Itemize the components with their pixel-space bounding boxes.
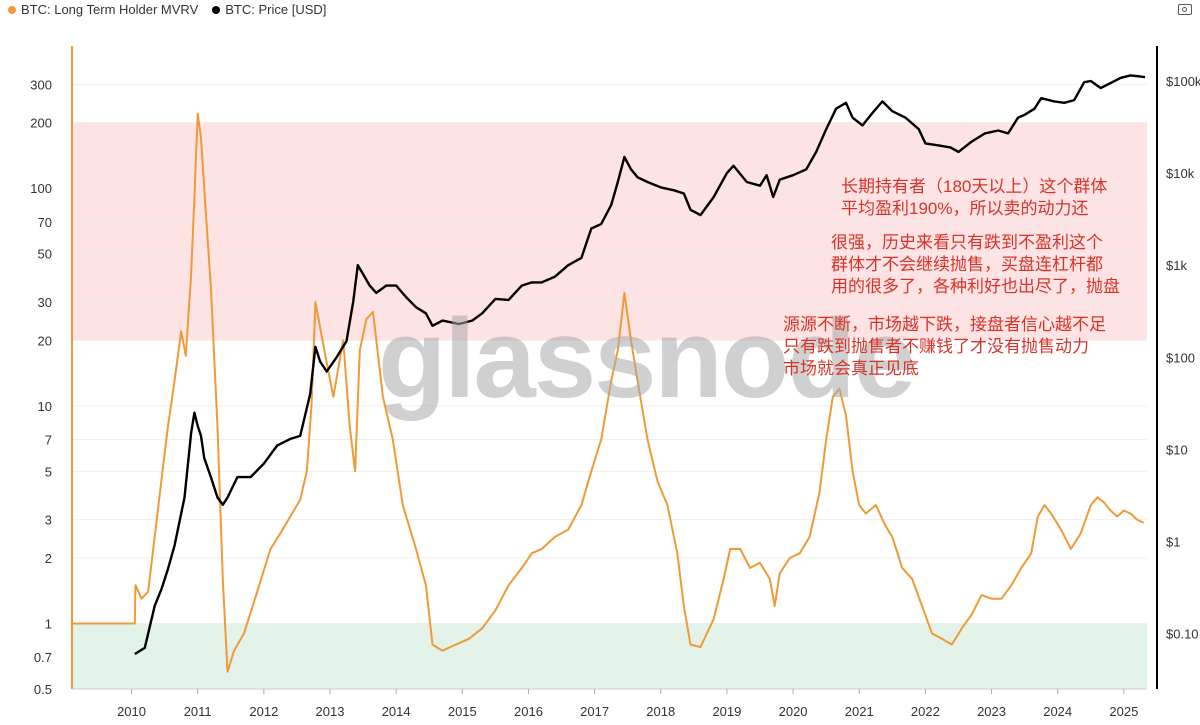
annotation-line-3: 很强，历史来看只有跌到不盈利这个 (831, 233, 1103, 252)
axes-layer: 0.5 0.7 1 2 3 5 7 10 20 30 50 70 100 200 300 $0.10 $1 $10… (30, 46, 1200, 719)
legend: BTC: Long Term Holder MVRV BTC: Price [U… (8, 2, 326, 17)
left-tick-label: 0.7 (34, 650, 52, 665)
legend-item-price[interactable]: BTC: Price [USD] (212, 2, 326, 17)
watermark: glassnode (378, 296, 916, 421)
band-high-zone (72, 122, 1147, 341)
left-tick-label: 30 (38, 295, 52, 310)
x-tick-label: 2016 (514, 704, 543, 719)
mvrv-line (72, 112, 1145, 673)
right-tick-label: $100k (1166, 74, 1200, 89)
left-tick-label: 70 (38, 215, 52, 230)
annotation-line-8: 市场就会真正见底 (783, 359, 919, 378)
x-tick-label: 2011 (184, 704, 212, 719)
x-tick-label: 2012 (249, 704, 278, 719)
x-tick-label: 2019 (712, 704, 741, 719)
legend-item-mvrv[interactable]: BTC: Long Term Holder MVRV (8, 2, 198, 17)
annotation-line-7: 只有跌到抛售者不赚钱了才没有抛售动力 (783, 337, 1089, 356)
right-tick-label: $0.10 (1166, 627, 1199, 642)
annotation-line-6: 源源不断，市场越下跌，接盘者信心越不足 (783, 315, 1106, 334)
legend-mvrv-label: BTC: Long Term Holder MVRV (21, 2, 199, 17)
annotation-line-4: 群体才不会继续抛售，买盘连杠杆都 (831, 255, 1103, 274)
left-tick-label: 200 (30, 116, 52, 131)
left-tick-label: 7 (45, 433, 52, 448)
x-tick-label: 2021 (845, 704, 874, 719)
x-tick-label: 2018 (646, 704, 675, 719)
right-tick-label: $10 (1166, 442, 1188, 457)
grid-layer (72, 83, 1147, 690)
legend-price-label: BTC: Price [USD] (225, 2, 327, 17)
x-tick-label: 2017 (580, 704, 609, 719)
x-tick-label: 2015 (448, 704, 477, 719)
left-tick-label: 20 (38, 333, 52, 348)
left-tick-label: 3 (45, 513, 52, 528)
right-tick-label: $100 (1166, 350, 1195, 365)
right-tick-label: $1 (1166, 534, 1180, 549)
annotation-line-2: 平均盈利190%，所以卖的动力还 (841, 199, 1089, 218)
band-layer (72, 122, 1147, 689)
band-low-zone (72, 623, 1147, 689)
right-tick-label: $10k (1166, 166, 1195, 181)
left-tick-label: 5 (45, 464, 52, 479)
x-tick-label: 2022 (911, 704, 940, 719)
mvrv-dot-icon (8, 5, 16, 14)
x-tick-label: 2023 (977, 704, 1006, 719)
x-tick-label: 2025 (1109, 704, 1138, 719)
left-tick-label: 0.5 (34, 682, 52, 697)
series-layer (72, 74, 1146, 673)
x-tick-label: 2024 (1043, 704, 1072, 719)
x-tick-label: 2013 (316, 704, 345, 719)
x-tick-label: 2010 (117, 704, 146, 719)
left-tick-label: 50 (38, 247, 52, 262)
left-tick-label: 1 (45, 616, 52, 631)
x-tick-label: 2020 (779, 704, 808, 719)
price-dot-icon (212, 5, 221, 14)
price-line (134, 74, 1146, 656)
camera-icon[interactable] (1178, 4, 1192, 15)
left-tick-label: 2 (45, 551, 52, 566)
annotation-line-5: 用的很多了，各种利好也出尽了，抛盘 (831, 277, 1120, 296)
right-tick-label: $1k (1166, 258, 1187, 273)
left-tick-label: 10 (38, 399, 52, 414)
annotation-line-1: 长期持有者（180天以上）这个群体 (841, 177, 1108, 196)
x-tick-label: 2014 (382, 704, 411, 719)
left-tick-label: 300 (30, 77, 52, 92)
left-tick-label: 100 (30, 181, 52, 196)
